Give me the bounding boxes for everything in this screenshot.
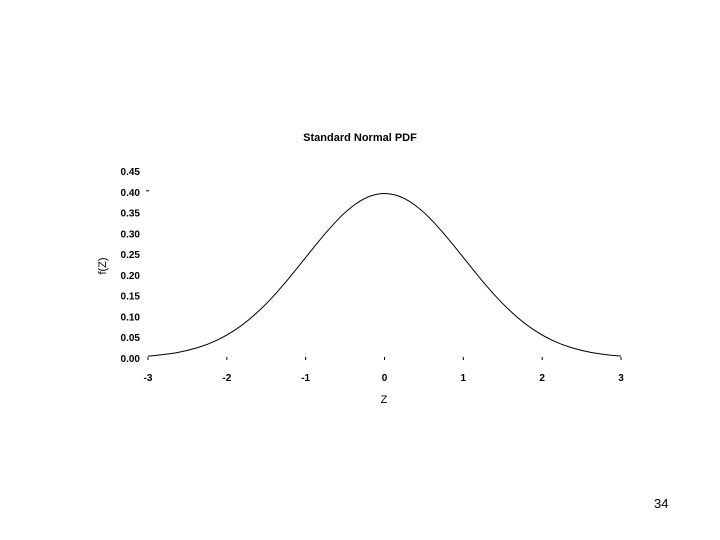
y-tick-label: 0.20 [121,271,141,282]
x-tick-label: -2 [222,373,231,384]
x-tick-label: 3 [618,373,624,384]
x-tick-label: -1 [301,373,310,384]
y-tick-label: 0.35 [121,209,141,220]
y-axis-label: f(Z) [97,257,109,274]
y-tick-label: 0.30 [121,229,141,240]
x-axis-label: Z [381,394,388,406]
y-tick-label: 0.25 [121,250,141,261]
page-number: 34 [654,496,669,511]
x-tick-label: 0 [382,373,388,384]
x-tick-label: 2 [539,373,545,384]
x-tick-label: 1 [461,373,467,384]
x-tick-label: -3 [144,373,153,384]
y-axis-ticks: 0.00 0.05 0.10 0.15 0.20 0.25 0.30 0.35 0.40 0.45 [121,167,149,365]
y-tick-label: 0.45 [121,167,141,178]
chart-title: Standard Normal PDF [303,132,417,144]
series-curve [147,193,622,357]
y-tick-label: 0.40 [121,188,141,199]
y-tick-label: 0.00 [121,354,141,365]
y-tick-label: 0.15 [121,292,141,303]
y-tick-label: 0.05 [121,333,141,344]
y-tick-label: 0.10 [121,312,141,323]
x-axis-ticks: -3 -2 -1 0 1 2 3 [144,357,624,384]
